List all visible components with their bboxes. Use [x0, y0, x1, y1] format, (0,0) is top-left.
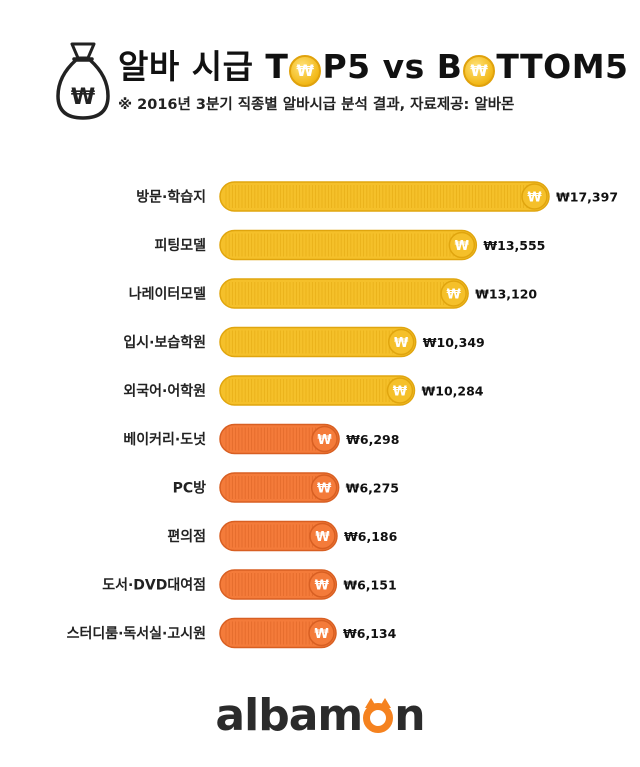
- bar-row: 피팅모델 ₩ ₩13,555: [154, 229, 545, 261]
- title-part-3: TTOM5: [496, 47, 629, 86]
- coin-won-symbol: ₩: [393, 385, 408, 400]
- bar: [219, 181, 550, 212]
- coin-face-icon: [521, 183, 548, 210]
- coin-ridges: [225, 573, 320, 596]
- coin-face-icon: [440, 280, 467, 307]
- coin-won-symbol: ₩: [446, 288, 461, 303]
- title-part-1: 알바 시급 T: [118, 47, 289, 86]
- coin-face-icon: [386, 377, 414, 404]
- value-label: ₩6,134: [343, 626, 397, 641]
- albamon-logo: albam n: [0, 690, 640, 741]
- coin-won-symbol: ₩: [314, 627, 329, 642]
- bar-chart: 방문·학습지 ₩ ₩17,397 피팅모델 ₩ ₩13,555 나레이터모델 ₩ ₩13,120…: [67, 181, 618, 649]
- category-label: 외국어·어학원: [123, 383, 206, 400]
- coin-face-icon: [308, 571, 336, 598]
- category-label: 편의점: [167, 528, 206, 545]
- subtitle: ※ 2016년 3분기 직종별 알바시급 분석 결과, 자료제공: 알바몬: [118, 97, 515, 113]
- coin-face-icon: [310, 474, 338, 501]
- header: ₩ 알바 시급 T ₩ P5 vs B ₩ TTOM5 ※ 2016년 3분기 직종별 …: [0, 0, 640, 130]
- bar: [219, 617, 337, 649]
- coin-face-icon: [387, 328, 415, 356]
- title-part-2: P5 vs B: [322, 47, 463, 86]
- coin-won-symbol: ₩: [394, 336, 409, 351]
- bar: [219, 520, 338, 552]
- coin-ridges: [225, 233, 461, 257]
- coin-won-symbol: ₩: [527, 191, 542, 206]
- coin-won-symbol: ₩: [315, 530, 330, 545]
- coin-face-icon: [308, 619, 335, 647]
- coin-won-symbol: ₩: [317, 482, 332, 497]
- category-label: PC방: [173, 480, 207, 497]
- logo-text-1: albam: [215, 690, 363, 741]
- coin-ridges: [225, 330, 400, 354]
- bar-row: 외국어·어학원 ₩ ₩10,284: [123, 375, 484, 406]
- coin-ridges: [225, 379, 400, 402]
- value-label: ₩6,298: [346, 432, 399, 447]
- bar-row: 스터디룸·독서실·고시원 ₩ ₩6,134: [67, 617, 397, 649]
- bar-row: 입시·보습학원 ₩ ₩10,349: [123, 326, 485, 358]
- logo-cat-o-icon: [363, 698, 394, 733]
- bar: [219, 229, 478, 261]
- value-label: ₩6,151: [343, 578, 396, 593]
- coin-won-symbol: ₩: [455, 239, 470, 254]
- coin-ridges: [225, 621, 320, 645]
- bar: [219, 375, 416, 406]
- coin-face-icon: [309, 522, 336, 550]
- value-label: ₩13,555: [483, 238, 545, 253]
- coin-won-symbol: ₩: [317, 433, 332, 448]
- coin-face-icon: [448, 231, 476, 259]
- value-label: ₩10,349: [423, 335, 485, 350]
- category-label: 입시·보습학원: [123, 335, 206, 351]
- category-label: 도서·DVD대여점: [102, 577, 206, 594]
- coin-ridges: [225, 185, 534, 208]
- money-bag-icon: ₩: [56, 42, 110, 120]
- bar: [219, 569, 338, 600]
- category-label: 피팅모델: [154, 237, 206, 254]
- coin-o-icon: ₩: [289, 55, 322, 87]
- bar-row: 베이커리·도넛 ₩ ₩6,298: [123, 423, 399, 455]
- value-label: ₩6,186: [344, 529, 398, 544]
- bag-won-symbol: ₩: [71, 85, 95, 110]
- value-label: ₩17,397: [556, 190, 618, 205]
- coin-ridges: [225, 427, 323, 451]
- value-label: ₩13,120: [475, 287, 537, 302]
- value-label: ₩10,284: [421, 384, 483, 399]
- bar-row: 편의점 ₩ ₩6,186: [167, 520, 398, 552]
- bar-row: 도서·DVD대여점 ₩ ₩6,151: [102, 569, 397, 600]
- bar-row: 방문·학습지 ₩ ₩17,397: [136, 181, 618, 212]
- bar-row: 나레이터모델 ₩ ₩13,120: [129, 278, 537, 309]
- coin-face-icon: [311, 425, 338, 453]
- category-label: 나레이터모델: [129, 286, 206, 303]
- coin-won-symbol: ₩: [315, 579, 330, 594]
- coin-o-icon: ₩: [463, 55, 496, 87]
- bar-row: PC방 ₩ ₩6,275: [173, 472, 399, 503]
- category-label: 방문·학습지: [136, 189, 206, 206]
- category-label: 베이커리·도넛: [123, 431, 206, 448]
- page-title: 알바 시급 T ₩ P5 vs B ₩ TTOM5: [118, 40, 629, 88]
- value-label: ₩6,275: [346, 481, 399, 496]
- logo-text-2: n: [394, 690, 425, 741]
- category-label: 스터디룸·독서실·고시원: [67, 626, 206, 642]
